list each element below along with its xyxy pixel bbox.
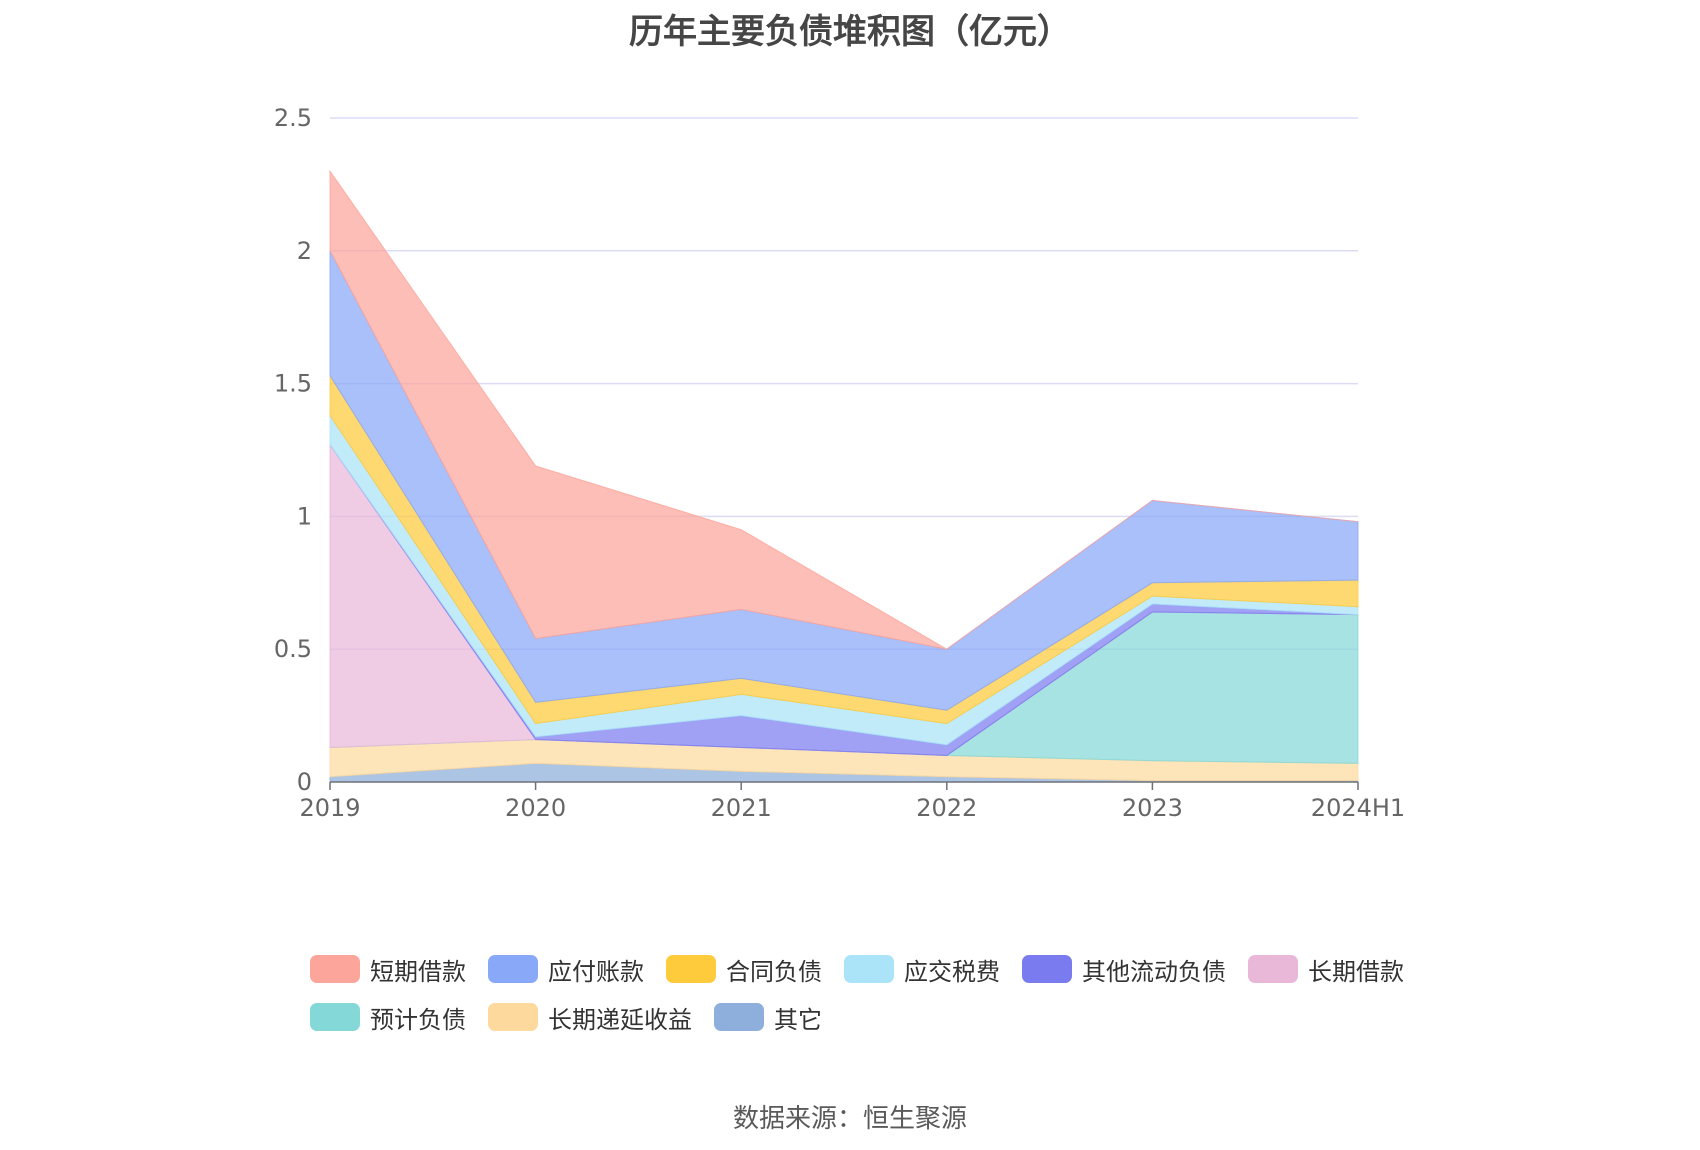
- legend-swatch: [666, 955, 716, 983]
- legend-item[interactable]: 其它: [714, 1000, 822, 1034]
- chart-title: 历年主要负债堆积图（亿元）: [629, 12, 1071, 52]
- legend-item[interactable]: 预计负债: [310, 1000, 466, 1034]
- axes: 0 0.5 1 1.5 2 2.5 2019 2020 2021 2022 2023 2024H1: [274, 104, 1405, 822]
- legend-label: 短期借款: [370, 957, 466, 986]
- y-tick-label: 1.5: [274, 370, 312, 398]
- legend-label: 预计负债: [370, 1005, 466, 1034]
- legend-item[interactable]: 长期借款: [1248, 952, 1404, 986]
- legend-item[interactable]: 合同负债: [666, 952, 822, 986]
- legend-swatch: [488, 1003, 538, 1031]
- data-source: 数据来源：恒生聚源: [732, 1104, 967, 1134]
- x-tick-label: 2021: [711, 794, 772, 822]
- legend-label: 其他流动负债: [1082, 957, 1226, 986]
- legend-swatch: [844, 955, 894, 983]
- legend-item[interactable]: 应付账款: [488, 952, 644, 986]
- legend-item[interactable]: 其他流动负债: [1022, 952, 1226, 986]
- legend-swatch: [310, 1003, 360, 1031]
- legend-swatch: [1022, 955, 1072, 983]
- legend-label: 长期递延收益: [548, 1005, 692, 1034]
- x-tick-label: 2020: [505, 794, 566, 822]
- x-tick-label: 2023: [1122, 794, 1183, 822]
- legend-label: 其它: [774, 1005, 822, 1034]
- legend-swatch: [714, 1003, 764, 1031]
- legend-label: 应交税费: [904, 957, 1000, 986]
- x-tick-label: 2022: [916, 794, 977, 822]
- area-series: [329, 169, 1359, 783]
- area-短期借款[interactable]: [329, 169, 1359, 650]
- y-tick-label: 1: [297, 502, 312, 530]
- y-tick-label: 0: [297, 768, 312, 796]
- legend: 短期借款 应付账款 合同负债 应交税费 其他流动负债 长期借款预计负债 长期递延收益 其它: [310, 952, 1460, 1034]
- y-tick-label: 2.5: [274, 104, 312, 132]
- x-tick-label: 2019: [299, 794, 360, 822]
- legend-swatch: [310, 955, 360, 983]
- legend-swatch: [488, 955, 538, 983]
- legend-item[interactable]: 短期借款: [310, 952, 466, 986]
- legend-label: 应付账款: [548, 957, 644, 986]
- legend-label: 合同负债: [726, 957, 822, 986]
- y-tick-label: 0.5: [274, 635, 312, 663]
- y-tick-label: 2: [297, 237, 312, 265]
- legend-item[interactable]: 应交税费: [844, 952, 1000, 986]
- legend-swatch: [1248, 955, 1298, 983]
- x-tick-label: 2024H1: [1311, 794, 1405, 822]
- legend-item[interactable]: 长期递延收益: [488, 1000, 692, 1034]
- legend-label: 长期借款: [1308, 957, 1404, 986]
